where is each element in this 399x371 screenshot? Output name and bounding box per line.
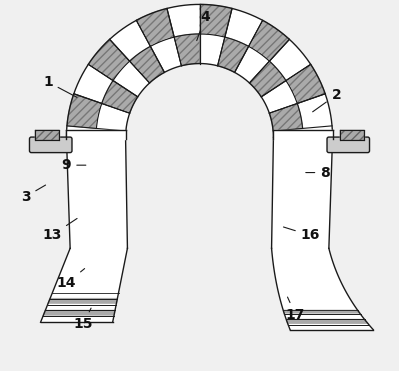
Polygon shape <box>217 37 249 72</box>
Polygon shape <box>174 34 200 66</box>
Polygon shape <box>88 39 130 81</box>
Text: 1: 1 <box>43 75 77 97</box>
Polygon shape <box>41 316 114 322</box>
Polygon shape <box>283 311 361 314</box>
Polygon shape <box>41 248 127 322</box>
Polygon shape <box>67 130 126 139</box>
Polygon shape <box>288 325 373 330</box>
Polygon shape <box>284 314 365 319</box>
Polygon shape <box>102 81 138 113</box>
Polygon shape <box>110 20 150 61</box>
Polygon shape <box>286 64 325 104</box>
Polygon shape <box>74 64 113 104</box>
Polygon shape <box>269 104 302 131</box>
Polygon shape <box>113 61 150 97</box>
Polygon shape <box>50 293 119 299</box>
Text: 13: 13 <box>42 219 77 242</box>
Polygon shape <box>67 4 332 137</box>
Polygon shape <box>150 37 182 72</box>
Polygon shape <box>272 137 332 248</box>
Polygon shape <box>297 94 332 128</box>
Text: 9: 9 <box>61 158 86 172</box>
Text: 3: 3 <box>21 185 45 204</box>
Text: 2: 2 <box>313 88 341 112</box>
Polygon shape <box>43 311 115 316</box>
Polygon shape <box>35 130 59 139</box>
Polygon shape <box>272 248 373 330</box>
FancyBboxPatch shape <box>327 137 369 152</box>
Polygon shape <box>235 46 269 83</box>
Text: 4: 4 <box>197 10 210 40</box>
Polygon shape <box>45 305 116 311</box>
Polygon shape <box>67 137 127 248</box>
Polygon shape <box>130 46 164 83</box>
Text: 15: 15 <box>73 308 93 331</box>
Polygon shape <box>167 4 200 37</box>
Polygon shape <box>225 9 263 46</box>
Text: 14: 14 <box>57 269 85 290</box>
Polygon shape <box>273 130 332 139</box>
Polygon shape <box>340 130 364 139</box>
Polygon shape <box>47 299 117 305</box>
Polygon shape <box>200 34 225 66</box>
Text: 16: 16 <box>283 227 320 242</box>
Text: 17: 17 <box>286 297 305 322</box>
Polygon shape <box>261 81 297 113</box>
Polygon shape <box>269 39 311 81</box>
Polygon shape <box>200 4 232 37</box>
Polygon shape <box>97 104 130 131</box>
Polygon shape <box>249 20 289 61</box>
Polygon shape <box>286 319 369 325</box>
Text: 8: 8 <box>306 165 330 180</box>
Polygon shape <box>249 61 286 97</box>
Polygon shape <box>67 94 102 128</box>
FancyBboxPatch shape <box>30 137 72 152</box>
Polygon shape <box>136 9 174 46</box>
